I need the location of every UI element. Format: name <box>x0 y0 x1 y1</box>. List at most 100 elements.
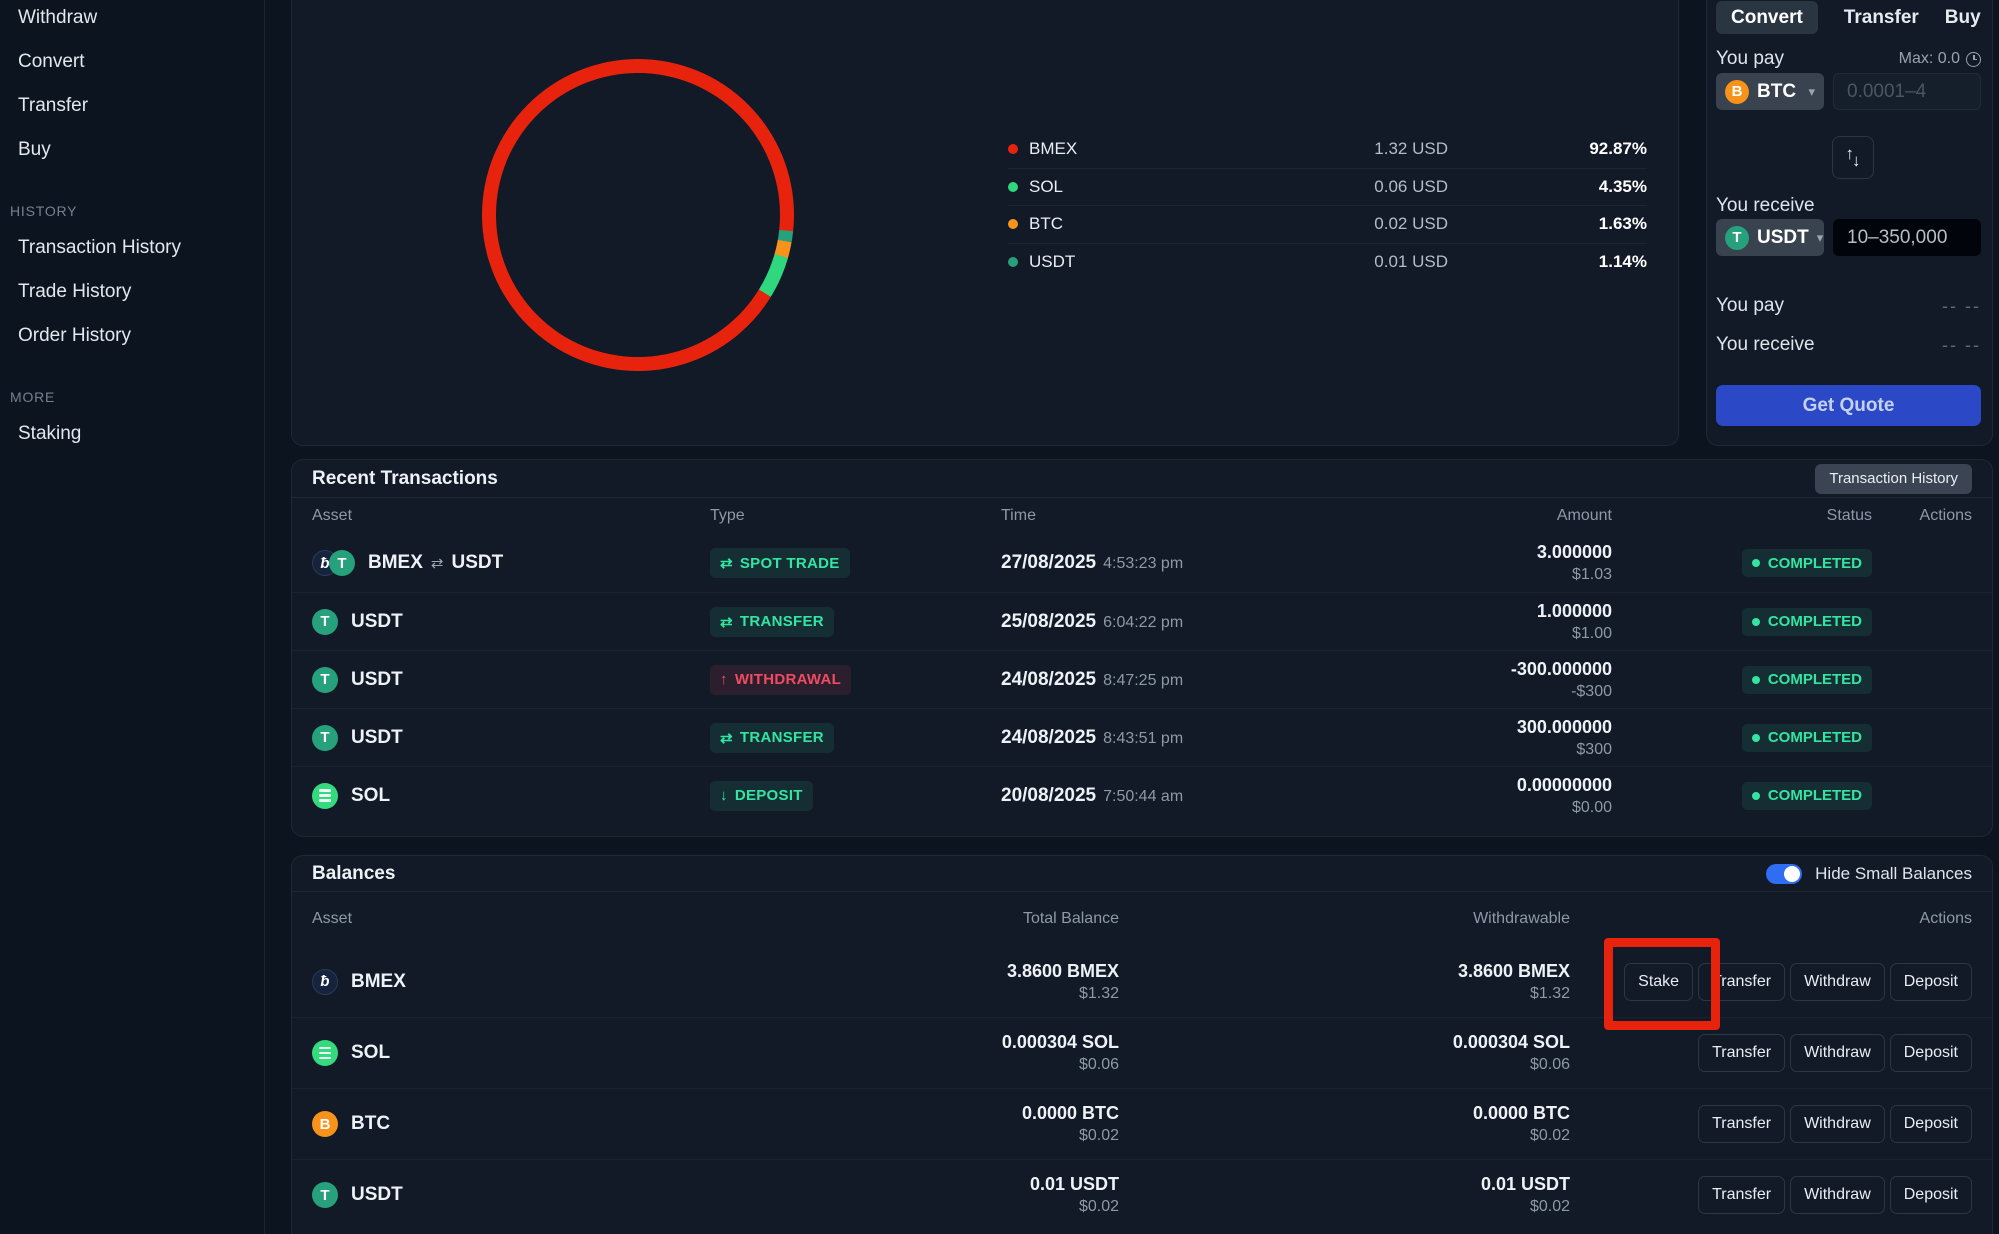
transaction-row: T USDT ⇄ TRANSFER 25/08/2025 6:04:22 pm 1.0000… <box>292 592 1992 650</box>
receive-amount-input[interactable] <box>1833 219 1981 256</box>
clock-icon <box>1966 51 1981 67</box>
transaction-date: 25/08/2025 <box>1001 610 1097 632</box>
status-label: COMPLETED <box>1767 613 1862 630</box>
deposit-button[interactable]: Deposit <box>1889 1034 1972 1072</box>
col-withdrawable: Withdrawable <box>1473 910 1570 927</box>
max-label: Max: 0.0 <box>1898 50 1960 67</box>
balance-withdrawable-cell: 0.0000 BTC $0.02 <box>1119 1103 1570 1145</box>
legend-asset-label: BTC <box>1029 214 1063 234</box>
transaction-type-cell: ⇄ TRANSFER <box>710 722 1001 753</box>
sidebar-item-order-history[interactable]: Order History <box>18 325 131 346</box>
balance-withdrawable-usd: $0.06 <box>1529 1056 1570 1073</box>
transaction-type-badge: ↓ DEPOSIT <box>710 780 813 811</box>
balance-total-usd: $0.02 <box>1078 1198 1119 1215</box>
transaction-time-cell: 27/08/2025 4:53:23 pm <box>1001 552 1331 574</box>
receive-token-selector[interactable]: T USDT ▾ <box>1716 219 1824 256</box>
transfer-button[interactable]: Transfer <box>1698 1176 1786 1214</box>
withdraw-button[interactable]: Withdraw <box>1790 1105 1885 1143</box>
arrow-up-icon: ↑ <box>720 671 728 688</box>
tab-transfer[interactable]: Transfer <box>1843 6 1919 28</box>
transaction-type-cell: ↓ DEPOSIT <box>710 780 1001 811</box>
pay-token-selector[interactable]: B BTC ▾ <box>1716 73 1824 110</box>
status-dot-icon <box>1751 617 1760 626</box>
transaction-amount-usd: $1.03 <box>1571 566 1612 583</box>
sol-coin-icon <box>312 782 338 809</box>
transaction-amount-cell: 0.00000000 $0.00 <box>1331 775 1612 817</box>
transaction-amount-cell: 300.000000 $300 <box>1331 717 1612 759</box>
balance-total-usd: $1.32 <box>1078 984 1119 1002</box>
balance-actions-cell: Transfer Withdraw Deposit <box>1570 1176 1972 1214</box>
quote-receive-value: -- -- <box>1942 334 1981 355</box>
swap-direction-button[interactable]: ↑ ↓ <box>1832 136 1874 179</box>
transaction-asset-label: BMEX ⇄ USDT <box>368 552 503 574</box>
quote-pay-label: You pay <box>1716 295 1784 316</box>
balance-row: ƀ BMEX 3.8600 BMEX $1.32 3.8600 BMEX $1.32 Sta… <box>292 946 1992 1017</box>
transaction-amount: 3.000000 <box>1536 542 1612 562</box>
sidebar-item-transfer[interactable]: Transfer <box>18 95 89 116</box>
balance-total: 0.000304 SOL <box>1001 1032 1119 1052</box>
balance-withdrawable: 3.8600 BMEX <box>1457 960 1570 981</box>
transaction-amount: -300.000000 <box>1510 658 1612 679</box>
status-dot-icon <box>1751 559 1760 567</box>
transfer-button[interactable]: Transfer <box>1698 1105 1786 1143</box>
balance-total-cell: 0.0000 BTC $0.02 <box>612 1103 1119 1145</box>
sidebar-item-staking[interactable]: Staking <box>18 423 82 444</box>
transaction-amount-usd: -$300 <box>1571 682 1612 700</box>
deposit-button[interactable]: Deposit <box>1889 962 1972 1001</box>
balances-column-headers: Asset Total Balance Withdrawable Actions <box>292 892 1992 946</box>
hide-small-balances-toggle[interactable] <box>1766 863 1803 884</box>
quote-receive-label: You receive <box>1716 334 1815 355</box>
usdt-coin-icon: T <box>329 550 355 576</box>
legend-row-btc: BTC 0.02 USD 1.63% <box>1008 205 1647 243</box>
legend-dot-icon <box>1008 181 1018 192</box>
tab-convert[interactable]: Convert <box>1716 1 1818 34</box>
sidebar-item-transaction-history[interactable]: Transaction History <box>18 237 181 258</box>
pay-amount-input[interactable] <box>1833 73 1981 110</box>
deposit-button[interactable]: Deposit <box>1889 1176 1972 1214</box>
transaction-history-button[interactable]: Transaction History <box>1815 463 1972 494</box>
status-badge: COMPLETED <box>1741 781 1872 810</box>
chevron-down-icon: ▾ <box>1808 83 1815 99</box>
balance-withdrawable: 0.01 USDT <box>1480 1174 1570 1194</box>
transaction-type-badge: ⇄ TRANSFER <box>710 606 834 637</box>
deposit-button[interactable]: Deposit <box>1889 1105 1972 1143</box>
transaction-amount-cell: 1.000000 $1.00 <box>1331 601 1612 643</box>
sidebar-item-withdraw[interactable]: Withdraw <box>18 7 98 28</box>
legend-percent-value: 4.35% <box>1598 176 1647 196</box>
get-quote-button[interactable]: Get Quote <box>1716 385 1981 426</box>
transfer-button[interactable]: Transfer <box>1698 1034 1786 1072</box>
status-dot-icon <box>1751 675 1760 684</box>
balance-asset-label: BTC <box>351 1113 391 1134</box>
legend-row-bmex: BMEX 1.32 USD 92.87% <box>1008 130 1647 168</box>
tab-buy[interactable]: Buy <box>1944 6 1981 28</box>
col-actions: Actions <box>1919 507 1972 524</box>
recent-transactions-panel: Recent Transactions Transaction History … <box>291 459 1993 837</box>
status-label: COMPLETED <box>1767 554 1862 572</box>
sidebar-item-trade-history[interactable]: Trade History <box>18 281 132 302</box>
btc-coin-icon: B <box>1725 79 1749 104</box>
transaction-asset-label: SOL <box>351 784 391 806</box>
transaction-type-badge: ⇄ SPOT TRADE <box>710 548 850 578</box>
you-pay-label: You pay <box>1716 48 1784 69</box>
balance-total-cell: 0.000304 SOL $0.06 <box>612 1032 1119 1074</box>
legend-asset-label: BMEX <box>1029 138 1078 158</box>
balance-withdrawable: 0.0000 BTC <box>1472 1103 1570 1123</box>
balance-withdrawable-cell: 3.8600 BMEX $1.32 <box>1119 961 1570 1003</box>
transactions-column-headers: Asset Type Time Amount Status Actions <box>292 498 1992 534</box>
transaction-time: 6:04:22 pm <box>1103 613 1184 631</box>
withdraw-button[interactable]: Withdraw <box>1790 1176 1885 1214</box>
sidebar-item-buy[interactable]: Buy <box>18 139 51 160</box>
transaction-type-label: TRANSFER <box>739 729 824 746</box>
sidebar-item-convert[interactable]: Convert <box>18 51 85 72</box>
withdraw-button[interactable]: Withdraw <box>1790 962 1885 1001</box>
withdraw-button[interactable]: Withdraw <box>1790 1034 1885 1072</box>
balance-withdrawable-usd: $0.02 <box>1529 1198 1570 1215</box>
transaction-amount: 1.000000 <box>1536 600 1612 621</box>
transaction-amount-usd: $0.00 <box>1571 798 1612 816</box>
transfer-button[interactable]: Transfer <box>1698 962 1786 1001</box>
transaction-type-label: WITHDRAWAL <box>734 671 842 688</box>
asset-symbol: BMEX <box>368 552 423 573</box>
balance-total: 0.01 USDT <box>1029 1174 1119 1194</box>
legend-dot-icon <box>1008 256 1018 267</box>
stake-button[interactable]: Stake <box>1624 962 1694 1001</box>
